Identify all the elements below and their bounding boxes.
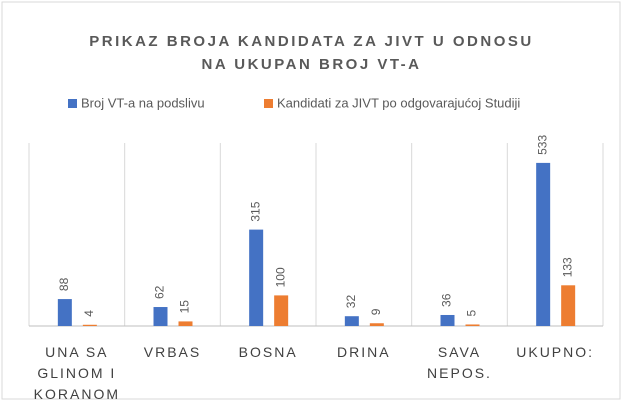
bar (440, 314, 455, 326)
data-label: 9 (369, 308, 383, 315)
legend-swatch (264, 99, 273, 108)
data-label: 100 (273, 267, 287, 287)
legend-swatch (68, 99, 77, 108)
data-label: 36 (440, 293, 454, 307)
legend-label: Kandidati za JIVT po odgovarajućoj Studi… (277, 95, 520, 110)
data-label: 5 (465, 309, 479, 316)
x-tick-label: UNA SA GLINOM I KORANOM (33, 344, 120, 402)
data-label: 88 (57, 277, 71, 291)
legend-label: Broj VT-a na podslivu (81, 95, 205, 110)
bar (57, 299, 72, 326)
data-label: 4 (82, 310, 96, 317)
bar (344, 316, 359, 326)
data-label: 533 (535, 135, 549, 155)
bar (274, 295, 289, 326)
x-tick-label: UKUPNO: (516, 344, 595, 360)
x-tick-label: BOSNA (238, 344, 298, 360)
chart-title: PRIKAZ BROJA KANDIDATA ZA JIVT U ODNOSU … (89, 33, 534, 73)
bar (153, 307, 168, 326)
x-tick-label: VRBAS (143, 344, 202, 360)
data-label: 133 (560, 257, 574, 277)
bar (561, 285, 576, 326)
data-label: 315 (248, 201, 262, 221)
bar (369, 323, 384, 326)
bar (82, 324, 97, 326)
data-label: 32 (344, 295, 358, 309)
bar (249, 229, 264, 326)
x-tick-label: DRINA (337, 344, 391, 360)
data-label: 15 (178, 300, 192, 314)
bar (536, 162, 551, 326)
bar (178, 321, 193, 326)
data-label: 62 (153, 285, 167, 299)
x-tick-label: SAVA NEPOS. (427, 344, 492, 381)
bar (465, 324, 480, 326)
